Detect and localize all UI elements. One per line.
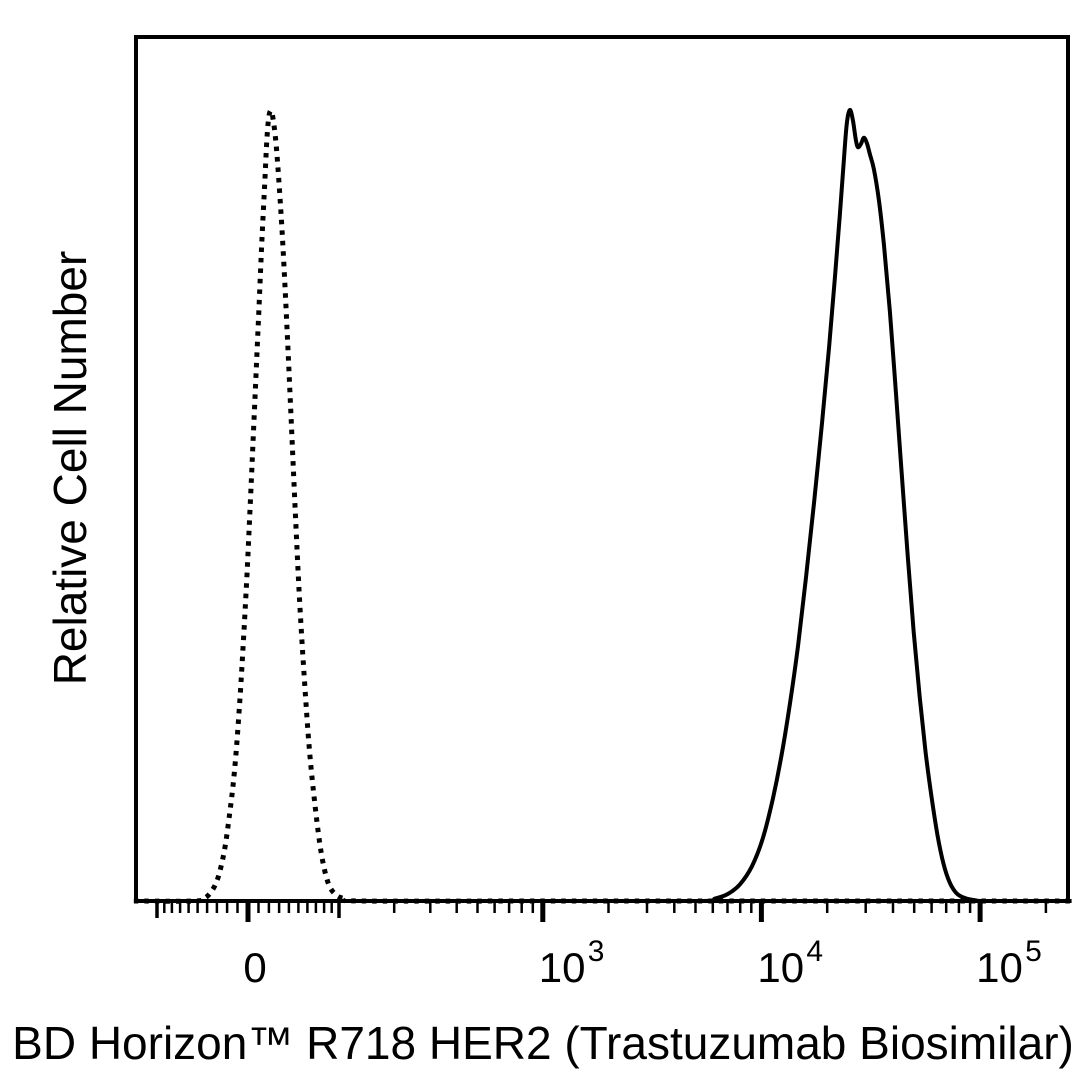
x-axis-tick-label: 0 [243,944,266,991]
x-axis-ticks [155,902,1048,922]
x-axis-title: BD Horizon™ R718 HER2 (Trastuzumab Biosi… [12,1017,1074,1069]
x-axis-tick-exponent: 3 [588,935,605,968]
her2-stained-curve [133,107,1072,904]
x-axis-tick-exponent: 5 [1025,935,1042,968]
unstained-control-curve [133,108,1072,904]
x-axis-tick-labels: 0 10 3 10 4 10 5 [243,935,1041,991]
x-axis-tick-exponent: 4 [806,935,823,968]
x-axis-tick-label: 10 [757,944,804,991]
x-axis-tick-label: 10 [539,944,586,991]
x-axis-tick-label: 10 [976,944,1023,991]
histogram-curves [133,107,1072,904]
